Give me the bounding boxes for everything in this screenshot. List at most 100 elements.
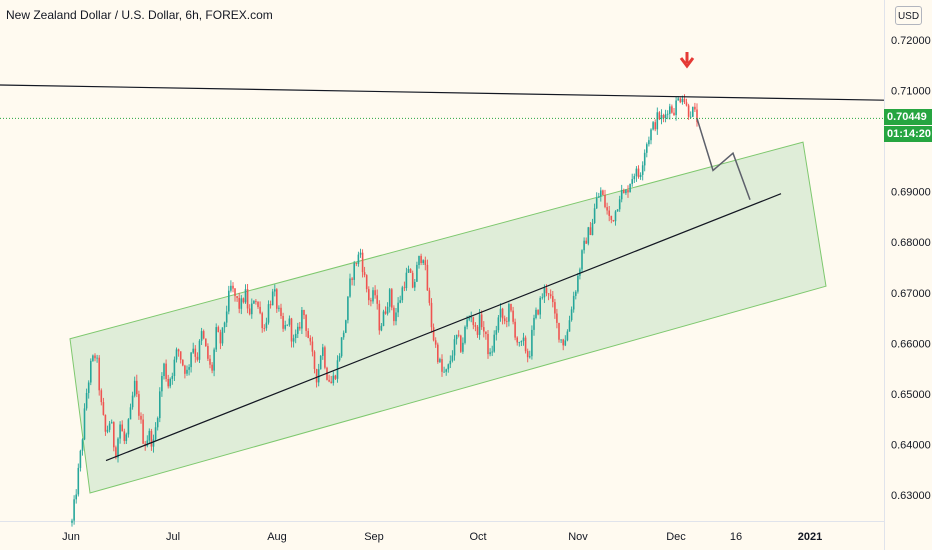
candle-body — [169, 378, 171, 387]
candle-body — [604, 195, 606, 207]
candle-body — [616, 209, 619, 212]
time-tick-label-3: Sep — [364, 531, 384, 543]
candle-body — [483, 327, 485, 332]
candle-body — [305, 315, 307, 331]
candle-body — [202, 331, 205, 339]
candle-body — [593, 208, 596, 223]
time-axis[interactable]: Jun Jul Aug Sep Oct Nov Dec 16 2021 — [62, 531, 822, 543]
candle-body — [583, 240, 585, 251]
candle-body — [324, 347, 326, 368]
candle-body — [129, 407, 132, 420]
candle-body — [196, 356, 199, 360]
candle-body — [278, 307, 280, 309]
candle-body — [234, 288, 236, 297]
candle-body — [587, 227, 590, 244]
candle-body — [361, 252, 364, 273]
candle-body — [154, 427, 157, 440]
candle-body — [541, 297, 544, 299]
candle-body — [380, 325, 383, 331]
candle-body — [282, 316, 284, 329]
price-tick-label-3: 0.68000 — [891, 237, 931, 249]
candle-body — [537, 309, 539, 315]
price-tick-label-0: 0.72000 — [891, 35, 931, 47]
channel-midline[interactable] — [105, 193, 782, 462]
candle-body — [211, 364, 213, 371]
candle-body — [658, 112, 661, 120]
candle-body — [244, 289, 247, 303]
down-arrow-icon — [679, 52, 695, 69]
candle-body — [434, 340, 437, 345]
candle-body — [73, 499, 75, 521]
rising-channel[interactable] — [69, 141, 827, 494]
candle-body — [184, 365, 186, 374]
candle-body — [399, 300, 401, 303]
candle-body — [654, 122, 656, 130]
arrow-head — [679, 57, 695, 69]
candle-body — [520, 341, 523, 343]
candle-body — [263, 328, 266, 329]
candle-body — [466, 319, 468, 327]
candle-body — [424, 260, 427, 265]
candle-body — [518, 342, 521, 343]
candle-body — [276, 289, 278, 309]
candle-body — [414, 281, 416, 288]
candle-body — [171, 376, 174, 379]
candle-body — [165, 363, 167, 379]
candle-body — [223, 322, 226, 328]
candle-body — [177, 349, 180, 352]
candle-body — [464, 326, 466, 343]
price-tick-label-5: 0.66000 — [891, 338, 931, 350]
candle-body — [127, 419, 130, 435]
candle-body — [610, 215, 613, 220]
candle-body — [660, 115, 663, 120]
candle-body — [221, 327, 224, 344]
candle-body — [692, 106, 694, 117]
currency-badge[interactable]: USD — [895, 6, 922, 25]
candle-body — [265, 322, 268, 329]
candle-body — [102, 402, 105, 415]
trend-lines[interactable] — [0, 84, 885, 462]
candle-body — [125, 434, 128, 441]
candle-body — [290, 318, 293, 342]
candle-body — [635, 168, 638, 177]
candle-body — [591, 223, 594, 236]
time-tick-label-7: 16 — [730, 531, 742, 543]
candle-body — [460, 335, 462, 352]
candle-body — [620, 190, 623, 200]
candle-body — [246, 289, 249, 309]
candle-body — [297, 326, 299, 334]
candle-body — [612, 220, 615, 222]
candle-body — [526, 351, 529, 358]
candle-body — [319, 355, 322, 370]
channel-box[interactable] — [69, 141, 827, 494]
candle-body — [683, 98, 686, 103]
candle-body — [232, 285, 234, 289]
candle-body — [545, 288, 548, 294]
candle-body — [422, 260, 424, 263]
candle-body — [687, 105, 690, 117]
candle-body — [535, 309, 537, 318]
time-tick-label-0: Jun — [62, 531, 80, 543]
projected-path[interactable] — [696, 118, 751, 201]
candle-body — [219, 332, 222, 344]
candle-body — [104, 414, 107, 432]
candle-body — [445, 369, 447, 372]
candle-body — [136, 380, 138, 395]
candle-body — [554, 302, 556, 314]
price-tick-label-1: 0.71000 — [891, 86, 931, 98]
candle-body — [441, 359, 443, 372]
candle-body — [547, 293, 550, 295]
candle-body — [345, 320, 347, 333]
candle-body — [493, 334, 495, 352]
candle-body — [148, 430, 151, 441]
candle-body — [437, 344, 439, 362]
candle-body — [514, 321, 516, 338]
resistance-trendline[interactable] — [0, 84, 885, 101]
candle-body — [652, 122, 654, 130]
candle-body — [407, 269, 410, 273]
price-tick-label-6: 0.65000 — [891, 389, 931, 401]
price-axis[interactable]: 0.72000 0.71000 0.69000 0.68000 0.67000 0.660… — [891, 35, 931, 502]
candle-body — [228, 290, 230, 312]
candle-body — [349, 278, 351, 297]
